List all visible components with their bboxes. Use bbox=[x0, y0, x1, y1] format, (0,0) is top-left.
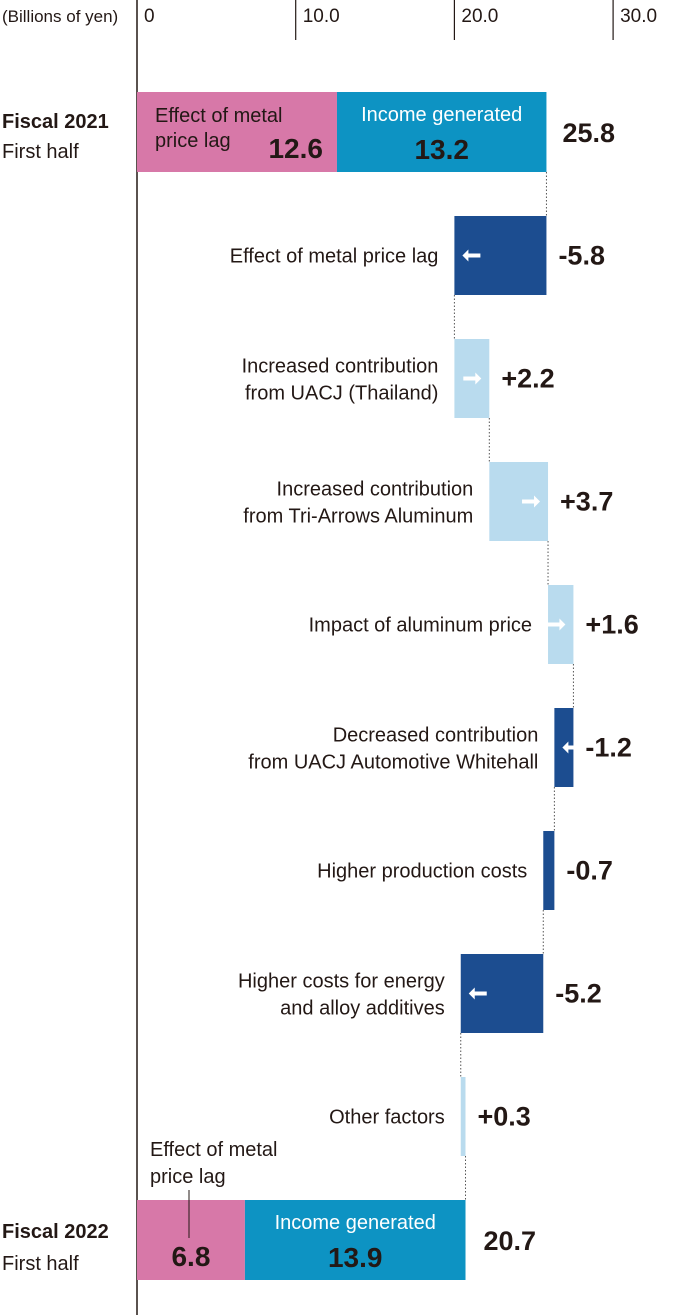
step-label: Higher costs for energy bbox=[238, 971, 445, 993]
step-label: from UACJ Automotive Whitehall bbox=[248, 752, 538, 774]
step-value: -1.2 bbox=[585, 733, 632, 763]
segment-value: 12.6 bbox=[268, 133, 323, 164]
step-value: +2.2 bbox=[501, 364, 554, 394]
step-label: Increased contribution bbox=[242, 356, 439, 378]
segment-value: 13.2 bbox=[414, 134, 469, 165]
start-total: 25.8 bbox=[562, 118, 615, 148]
end-bar-segment bbox=[137, 1200, 245, 1280]
segment-label: price lag bbox=[155, 130, 231, 152]
right-arrow-icon bbox=[547, 618, 566, 631]
step-label: Effect of metal price lag bbox=[230, 246, 439, 268]
segment-label: Effect of metal bbox=[155, 105, 282, 127]
x-tick-label: 0 bbox=[144, 6, 155, 27]
end-bar-segment bbox=[244, 1200, 466, 1280]
x-tick-label: 20.0 bbox=[461, 6, 498, 27]
step-value: -0.7 bbox=[566, 856, 613, 886]
start-bar-segment bbox=[336, 92, 547, 172]
right-arrow-icon bbox=[522, 495, 541, 508]
segment-value: 6.8 bbox=[171, 1241, 210, 1272]
x-tick-label: 10.0 bbox=[303, 6, 340, 27]
step-value: +0.3 bbox=[478, 1102, 531, 1132]
step-label: and alloy additives bbox=[280, 998, 445, 1020]
right-arrow-icon bbox=[463, 372, 482, 385]
step-value: +3.7 bbox=[560, 487, 613, 517]
start-label: Fiscal 2021 bbox=[2, 111, 109, 133]
step-label: from UACJ (Thailand) bbox=[245, 383, 438, 405]
step-value: -5.8 bbox=[558, 241, 605, 271]
step-bar bbox=[543, 831, 555, 910]
end-total: 20.7 bbox=[484, 1226, 537, 1256]
segment-label: Income generated bbox=[361, 104, 522, 126]
start-bar-segment bbox=[137, 92, 337, 172]
step-bar bbox=[460, 1077, 466, 1156]
unit-label: (Billions of yen) bbox=[2, 7, 118, 26]
step-label: Decreased contribution bbox=[333, 725, 539, 747]
end-label: Fiscal 2022 bbox=[2, 1221, 109, 1243]
callout-label: Effect of metal bbox=[150, 1139, 277, 1161]
step-label: from Tri-Arrows Aluminum bbox=[243, 506, 473, 528]
left-arrow-icon bbox=[562, 741, 581, 754]
start-label: First half bbox=[2, 141, 79, 163]
segment-value: 13.9 bbox=[328, 1242, 383, 1273]
callout-label: price lag bbox=[150, 1166, 226, 1188]
x-tick-label: 30.0 bbox=[620, 6, 657, 27]
end-label: First half bbox=[2, 1253, 79, 1275]
step-label: Other factors bbox=[329, 1107, 445, 1129]
left-arrow-icon bbox=[462, 249, 481, 262]
step-value: +1.6 bbox=[585, 610, 638, 640]
step-label: Impact of aluminum price bbox=[309, 615, 532, 637]
left-arrow-icon bbox=[468, 987, 487, 1000]
segment-label: Income generated bbox=[275, 1212, 436, 1234]
step-label: Higher production costs bbox=[317, 861, 527, 883]
step-label: Increased contribution bbox=[277, 479, 474, 501]
step-value: -5.2 bbox=[555, 979, 602, 1009]
